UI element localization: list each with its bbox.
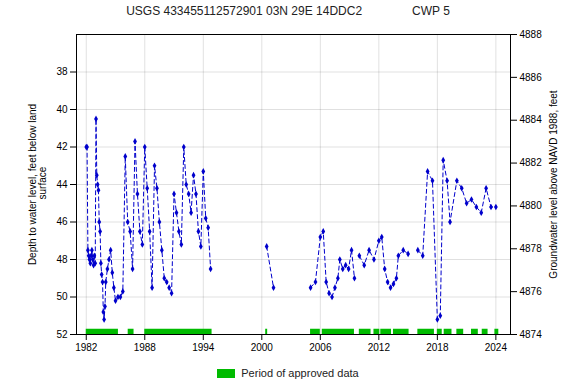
svg-text:Depth to water level, feet bel: Depth to water level, feet below land su… (27, 104, 48, 265)
svg-text:4884: 4884 (520, 114, 543, 125)
svg-text:4878: 4878 (520, 243, 543, 254)
svg-text:4882: 4882 (520, 157, 543, 168)
svg-text:Groundwater level above NAVD 1: Groundwater level above NAVD 1988, feet (548, 90, 559, 278)
svg-text:4874: 4874 (520, 329, 543, 340)
svg-text:40: 40 (56, 104, 68, 115)
svg-text:2012: 2012 (368, 342, 391, 353)
svg-text:1994: 1994 (192, 342, 215, 353)
svg-text:2024: 2024 (485, 342, 508, 353)
svg-text:46: 46 (56, 216, 68, 227)
svg-text:4876: 4876 (520, 286, 543, 297)
svg-text:4886: 4886 (520, 72, 543, 83)
svg-text:44: 44 (56, 179, 68, 190)
svg-text:50: 50 (56, 291, 68, 302)
svg-text:4880: 4880 (520, 200, 543, 211)
html-text:Period of approved data: Period of approved data (241, 367, 359, 379)
html-text:USGS 433455112572901 03N 29E 1: USGS 433455112572901 03N 29E 14DDC2 CWP … (126, 4, 450, 18)
svg-text:2018: 2018 (426, 342, 449, 353)
svg-text:52: 52 (56, 329, 68, 340)
svg-text:4888: 4888 (520, 29, 543, 40)
svg-text:48: 48 (56, 254, 68, 265)
svg-text:2006: 2006 (309, 342, 332, 353)
svg-text:1988: 1988 (134, 342, 157, 353)
svg-text:42: 42 (56, 141, 68, 152)
svg-text:2000: 2000 (251, 342, 274, 353)
svg-text:1982: 1982 (75, 342, 98, 353)
svg-text:38: 38 (56, 66, 68, 77)
